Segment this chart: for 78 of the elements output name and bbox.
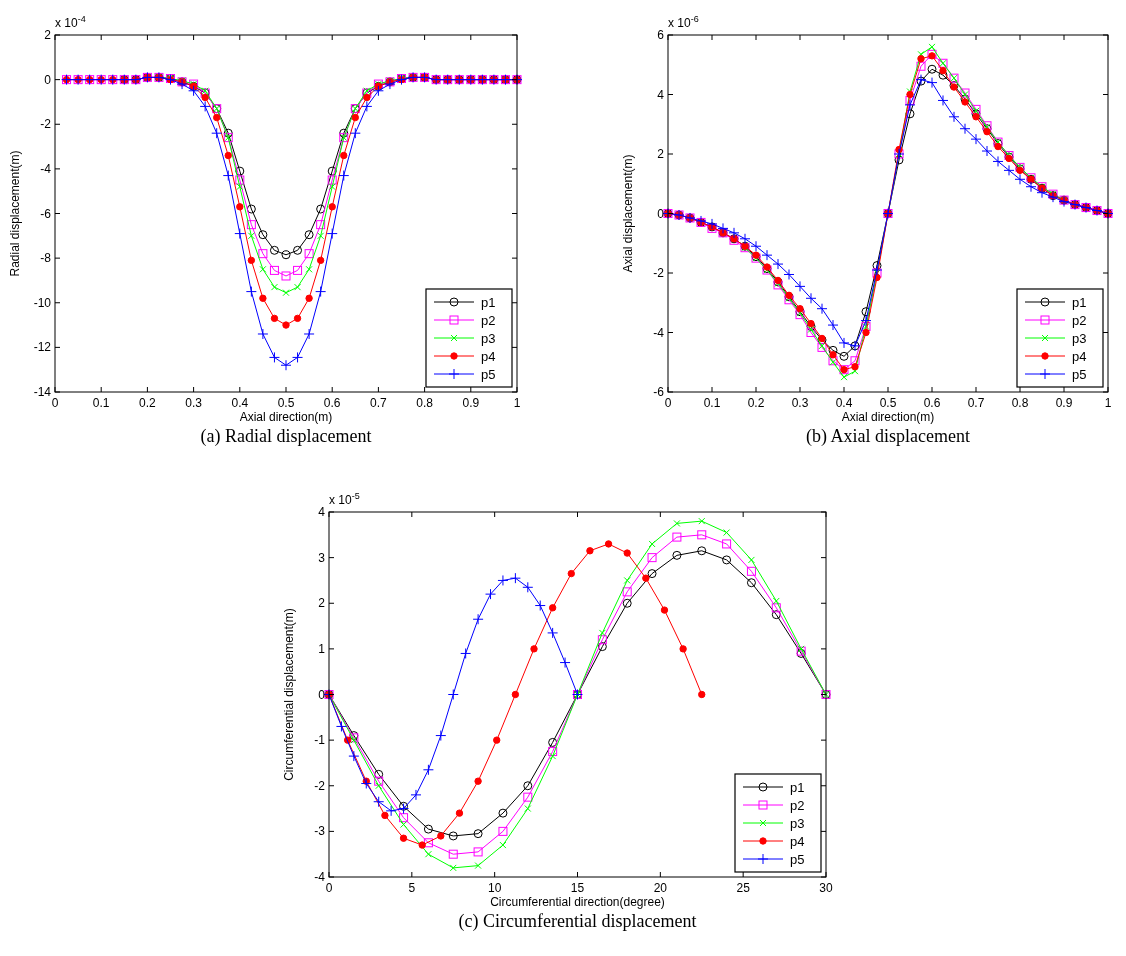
legend-label: p3 (1072, 331, 1087, 346)
y-tick-label: 6 (657, 28, 665, 42)
y-tick-label: 2 (657, 147, 665, 161)
text: x 10$^{-6}$ (668, 14, 699, 30)
x-tick-label: 10 (487, 881, 502, 895)
x-tick-label: 15 (570, 881, 585, 895)
x-tick-label: 0.2 (747, 396, 765, 410)
text: x 10$^{-5}$ (329, 491, 360, 507)
y-tick-label: 2 (318, 596, 326, 611)
x-tick-label: 0.7 (370, 396, 388, 410)
x-tick-label: 1 (513, 396, 521, 410)
x-axis-title: Circumferential direction(degree) (490, 895, 665, 909)
y-tick-label: -4 (40, 161, 52, 176)
x-tick-label: 25 (736, 881, 751, 895)
legend-label: p1 (1072, 295, 1087, 310)
y-tick-label: -8 (40, 251, 52, 266)
y-tick-label: -3 (314, 824, 326, 839)
x-tick-label: 0.1 (703, 396, 721, 410)
legend-label: p5 (1072, 367, 1087, 382)
y-axis-title: Radial displacement(m) (8, 150, 22, 277)
x-tick-label: 0.6 (323, 396, 341, 410)
y-tick-label: -6 (40, 206, 52, 221)
y-tick-label: -2 (40, 117, 52, 132)
x-tick-label: 1 (1104, 396, 1112, 410)
legend-label: p2 (481, 313, 496, 328)
y-tick-label: -1 (314, 733, 326, 748)
text: (b) Axial displacement (806, 426, 970, 447)
x-tick-label: 0.3 (185, 396, 203, 410)
y-tick-label: -4 (653, 325, 665, 340)
legend-label: p2 (790, 798, 805, 813)
legend-label: p4 (1072, 349, 1087, 364)
y-tick-label: 0 (44, 72, 52, 87)
y-tick-label: -14 (33, 385, 52, 399)
x-tick-label: 0.4 (231, 396, 249, 410)
y-tick-label: -2 (653, 266, 665, 280)
y-tick-label: -2 (314, 778, 326, 793)
legend-label: p5 (481, 367, 496, 382)
x-tick-label: 0.5 (277, 396, 295, 410)
x-tick-label: 5 (408, 881, 416, 895)
y-tick-label: -4 (314, 870, 326, 884)
x-tick-label: 0.9 (462, 396, 480, 410)
y-tick-label: 2 (44, 28, 52, 42)
x-tick-label: 0.8 (1011, 396, 1029, 410)
x-tick-label: 0.5 (879, 396, 897, 410)
text: (a) Radial displacement (200, 426, 372, 447)
legend-label: p1 (790, 780, 805, 795)
y-axis-title: Axial displacement(m) (621, 154, 635, 273)
x-axis-title: Axial direction(m) (239, 410, 333, 424)
legend-label: p5 (790, 852, 805, 867)
y-tick-label: -12 (33, 340, 52, 355)
y-tick-label: 3 (318, 550, 326, 565)
y-tick-label: -6 (653, 385, 665, 399)
x-tick-label: 20 (653, 881, 668, 895)
legend-label: p3 (481, 331, 496, 346)
legend-label: p2 (1072, 313, 1087, 328)
text: (c) Circumferential displacement (458, 911, 697, 932)
x-axis-title: Axial direction(m) (841, 410, 935, 424)
y-tick-label: 4 (657, 87, 665, 102)
legend-label: p1 (481, 295, 496, 310)
legend-label: p4 (790, 834, 805, 849)
x-tick-label: 0.3 (791, 396, 809, 410)
legend-label: p4 (481, 349, 496, 364)
x-tick-label: 0.6 (923, 396, 941, 410)
x-tick-label: 0.1 (92, 396, 110, 410)
x-tick-label: 0.4 (835, 396, 853, 410)
text: x 10$^{-4}$ (55, 14, 86, 30)
y-tick-label: 4 (318, 505, 326, 519)
x-tick-label: 0.7 (967, 396, 985, 410)
x-tick-label: 0.9 (1055, 396, 1073, 410)
x-tick-label: 30 (819, 881, 833, 895)
y-tick-label: 1 (318, 641, 326, 656)
y-tick-label: 0 (657, 206, 665, 221)
legend-label: p3 (790, 816, 805, 831)
x-tick-label: 0.8 (416, 396, 434, 410)
y-tick-label: 0 (318, 687, 326, 702)
y-tick-label: -10 (33, 295, 52, 310)
y-axis-title: Circumferential displacement(m) (282, 608, 296, 781)
x-tick-label: 0.2 (139, 396, 157, 410)
